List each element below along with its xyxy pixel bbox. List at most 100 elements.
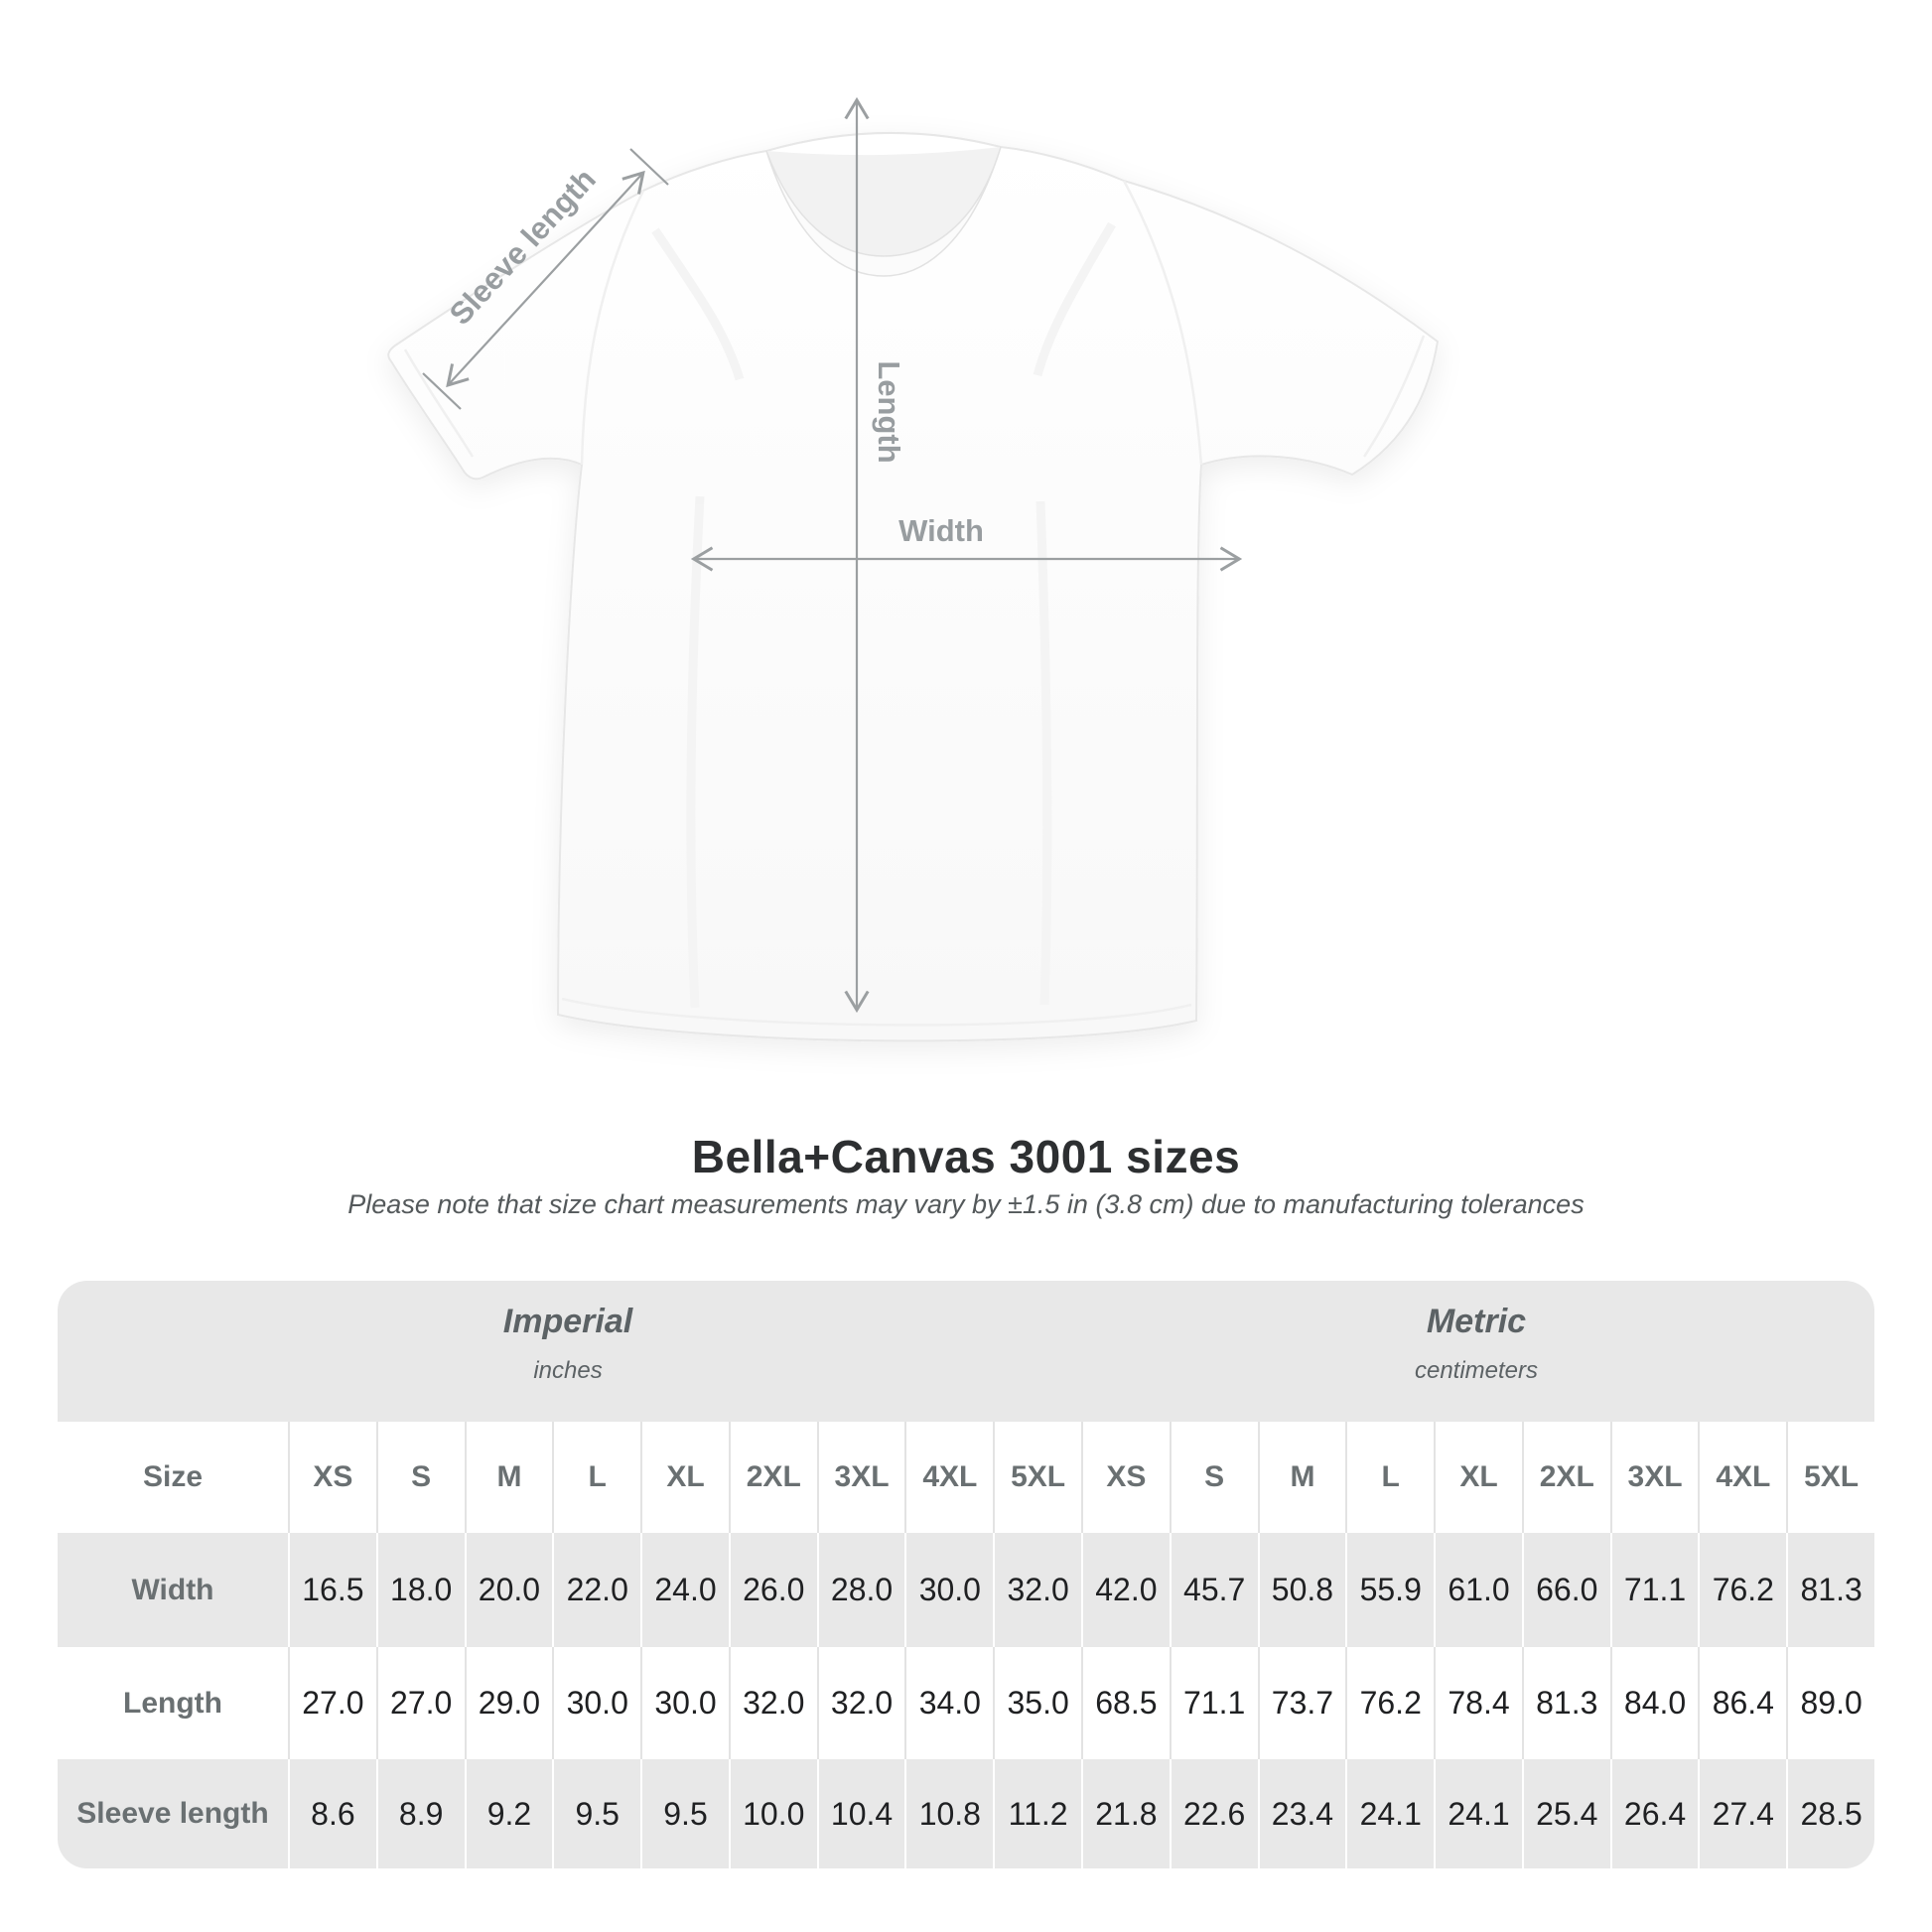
size-column-header: 4XL	[1698, 1422, 1786, 1533]
size-column-header: M	[464, 1422, 553, 1533]
measurement-value: 11.2	[993, 1759, 1081, 1868]
measurement-value: 32.0	[816, 1647, 905, 1759]
width-label: Width	[898, 513, 984, 548]
size-column-header: 3XL	[1609, 1422, 1699, 1533]
table-row-length: Length 27.0 27.0 29.0 30.0 30.0 32.0 32.0 34.0 3…	[58, 1647, 1874, 1759]
measurement-value: 81.3	[1521, 1647, 1610, 1759]
measurement-value: 66.0	[1521, 1533, 1610, 1647]
unit-header-row: Imperial inches Metric centimeters	[58, 1281, 1874, 1422]
measurement-value: 71.1	[1609, 1533, 1699, 1647]
size-header-row: Size XS S M L XL 2XL 3XL 4XL 5XL XS S M L XL 2XL 3XL 4XL…	[58, 1422, 1874, 1533]
table-row-width: Width 16.5 18.0 20.0 22.0 24.0 26.0 28.0 30.0 32…	[58, 1533, 1874, 1647]
width-row-label: Width	[131, 1573, 214, 1606]
measurement-value: 10.4	[816, 1759, 905, 1868]
measurement-value: 26.0	[728, 1533, 817, 1647]
measurement-value: 9.5	[552, 1759, 640, 1868]
measurement-value: 30.0	[552, 1647, 640, 1759]
size-row-label: Size	[142, 1460, 204, 1493]
measurement-value: 76.2	[1698, 1533, 1786, 1647]
measurement-value: 10.8	[904, 1759, 993, 1868]
measurement-value: 86.4	[1698, 1647, 1786, 1759]
measurement-value: 28.5	[1786, 1759, 1874, 1868]
measurement-value: 22.0	[552, 1533, 640, 1647]
measurement-value: 9.5	[640, 1759, 729, 1868]
measurement-value: 10.0	[728, 1759, 817, 1868]
measurement-value: 18.0	[375, 1533, 465, 1647]
size-column-header: XL	[1434, 1422, 1522, 1533]
size-column-header: XS	[288, 1422, 376, 1533]
measurement-value: 24.0	[640, 1533, 729, 1647]
size-column-header: M	[1257, 1422, 1346, 1533]
size-column-header: L	[552, 1422, 640, 1533]
imperial-header: Imperial inches	[58, 1281, 1078, 1422]
size-column-header: 5XL	[993, 1422, 1081, 1533]
size-column-header: S	[1169, 1422, 1258, 1533]
measurement-value: 81.3	[1786, 1533, 1874, 1647]
measurement-value: 76.2	[1345, 1647, 1434, 1759]
measurement-value: 71.1	[1169, 1647, 1258, 1759]
measurement-value: 42.0	[1081, 1533, 1170, 1647]
measurement-value: 21.8	[1081, 1759, 1170, 1868]
measurement-value: 8.6	[288, 1759, 376, 1868]
size-column-header: 5XL	[1786, 1422, 1874, 1533]
measurement-value: 32.0	[728, 1647, 817, 1759]
measurement-value: 24.1	[1434, 1759, 1522, 1868]
measurement-value: 23.4	[1257, 1759, 1346, 1868]
imperial-label: Imperial	[502, 1303, 633, 1340]
measurement-value: 26.4	[1609, 1759, 1699, 1868]
neck-opening	[766, 147, 1001, 256]
measurement-value: 73.7	[1257, 1647, 1346, 1759]
measurement-value: 28.0	[816, 1533, 905, 1647]
size-column-header: L	[1345, 1422, 1434, 1533]
measurement-value: 8.9	[375, 1759, 465, 1868]
length-label: Length	[872, 360, 906, 463]
measurement-value: 89.0	[1786, 1647, 1874, 1759]
measurement-value: 9.2	[464, 1759, 553, 1868]
measurement-value: 61.0	[1434, 1533, 1522, 1647]
measurement-value: 35.0	[993, 1647, 1081, 1759]
measurement-value: 45.7	[1169, 1533, 1258, 1647]
tshirt-diagram: Width Length Sleeve length	[387, 96, 1440, 1042]
measurement-value: 25.4	[1521, 1759, 1610, 1868]
tshirt-body	[387, 132, 1440, 1042]
metric-unit: centimeters	[1414, 1357, 1539, 1384]
table-row-sleeve-length: Sleeve length 8.6 8.9 9.2 9.5 9.5 10.0 10.4 10.…	[58, 1759, 1874, 1868]
fabric-folds	[651, 221, 1116, 1009]
measurement-value: 30.0	[904, 1533, 993, 1647]
measurement-value: 30.0	[640, 1647, 729, 1759]
size-column-header: 2XL	[728, 1422, 817, 1533]
metric-label: Metric	[1426, 1303, 1527, 1340]
measurement-value: 27.0	[375, 1647, 465, 1759]
size-column-header: 3XL	[816, 1422, 905, 1533]
tshirt-illustration	[387, 132, 1440, 1042]
size-table: Imperial inches Metric centimeters Size …	[58, 1281, 1874, 1868]
measurement-value: 27.4	[1698, 1759, 1786, 1868]
measurement-value: 27.0	[288, 1647, 376, 1759]
size-column-header: 4XL	[904, 1422, 993, 1533]
measurement-value: 24.1	[1345, 1759, 1434, 1868]
metric-header: Metric centimeters	[1078, 1281, 1874, 1422]
size-column-header: XS	[1081, 1422, 1170, 1533]
measurement-value: 16.5	[288, 1533, 376, 1647]
size-column-header: 2XL	[1521, 1422, 1610, 1533]
sleeve-length-arrow	[446, 170, 645, 388]
imperial-unit: inches	[533, 1357, 603, 1384]
collar-band	[765, 146, 1002, 277]
sleeve-length-row-label: Sleeve length	[76, 1797, 269, 1830]
measurement-value: 34.0	[904, 1647, 993, 1759]
size-column-header: S	[375, 1422, 465, 1533]
measurement-value: 78.4	[1434, 1647, 1522, 1759]
measurement-value: 20.0	[464, 1533, 553, 1647]
page-subtitle: Please note that size chart measurements…	[347, 1189, 1585, 1219]
measurement-value: 50.8	[1257, 1533, 1346, 1647]
sleeve-tick-top	[629, 148, 669, 186]
measurement-value: 84.0	[1609, 1647, 1699, 1759]
sleeve-tick-bottom	[422, 372, 462, 410]
length-row-label: Length	[123, 1686, 222, 1720]
measurement-value: 55.9	[1345, 1533, 1434, 1647]
page-title: Bella+Canvas 3001 sizes	[691, 1131, 1241, 1182]
measurement-value: 68.5	[1081, 1647, 1170, 1759]
measurement-value: 32.0	[993, 1533, 1081, 1647]
size-column-header: XL	[640, 1422, 729, 1533]
